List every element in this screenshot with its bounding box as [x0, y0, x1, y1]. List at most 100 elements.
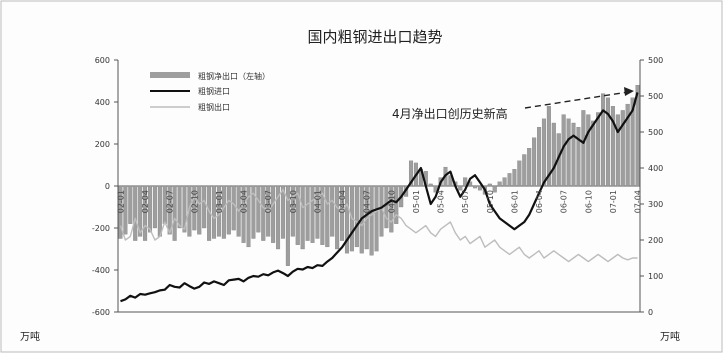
x-tick-label: 03-04 [240, 190, 249, 213]
x-tick-label: 06-01 [510, 190, 519, 213]
net-export-bar [290, 185, 295, 237]
net-export-bar [246, 185, 251, 248]
net-export-bar [497, 181, 502, 187]
net-export-bar [487, 183, 492, 187]
net-export-bar [226, 185, 231, 235]
right-tick-label: 400 [648, 164, 663, 173]
right-tick-label: 500 [648, 92, 663, 101]
net-export-bar [576, 127, 581, 187]
net-export-bar [537, 127, 542, 187]
net-export-bar [276, 185, 281, 250]
net-export-bar [522, 154, 527, 187]
x-tick-label: 02-07 [166, 190, 175, 213]
net-export-bar [615, 114, 620, 187]
net-export-bar [541, 118, 546, 187]
chart-title: 国内粗钢进出口趋势 [307, 28, 442, 46]
x-tick-label: 06-07 [560, 190, 569, 213]
net-export-bar [330, 185, 335, 237]
net-export-bar [192, 185, 197, 231]
net-export-bar [630, 97, 635, 187]
net-export-bar [517, 160, 522, 187]
net-export-bar [507, 173, 512, 187]
net-export-bar [458, 185, 463, 191]
net-export-bar [157, 185, 162, 237]
x-tick-label: 05-07 [461, 190, 470, 213]
net-export-bar [625, 103, 630, 187]
net-export-bar [231, 185, 236, 231]
net-export-bar [123, 185, 128, 235]
net-export-bar [473, 185, 478, 189]
x-tick-label: 02-10 [190, 190, 199, 213]
x-tick-label: 03-07 [264, 190, 273, 213]
net-export-bar [325, 185, 330, 248]
net-export-bar [202, 185, 207, 229]
left-tick-label: 0 [105, 182, 110, 191]
net-export-bar [428, 183, 433, 187]
net-export-bar [354, 185, 359, 248]
net-export-bar [532, 137, 537, 187]
net-export-bar [295, 185, 300, 245]
net-export-bar [586, 114, 591, 187]
x-tick-label: 02-04 [141, 190, 150, 213]
net-export-bar [128, 185, 133, 224]
x-tick-label: 05-01 [412, 190, 421, 213]
x-tick-label: 04-01 [313, 190, 322, 213]
net-export-bar [305, 185, 310, 241]
net-export-bar [182, 185, 187, 233]
net-export-bar [280, 185, 285, 239]
right-tick-label: 500 [648, 56, 663, 65]
right-axis-unit: 万吨 [660, 330, 680, 343]
x-tick-label: 03-10 [289, 190, 298, 213]
net-export-bar [335, 185, 340, 250]
right-tick-label: 200 [648, 236, 663, 245]
net-export-bar [221, 185, 226, 239]
left-tick-label: -600 [92, 308, 110, 317]
net-export-bar [502, 177, 507, 187]
net-export-bar [527, 148, 532, 187]
left-tick-label: 400 [95, 98, 110, 107]
net-export-bar [610, 106, 615, 187]
net-export-bar [394, 185, 399, 224]
x-tick-label: 04-10 [387, 190, 396, 213]
net-export-bar [187, 185, 192, 237]
x-tick-label: 05-04 [437, 190, 446, 213]
import-line [120, 92, 639, 303]
net-export-bar [177, 185, 182, 229]
x-tick-label: 06-10 [584, 190, 593, 213]
annotation-arrowhead [624, 87, 634, 96]
left-tick-label: 600 [95, 56, 110, 65]
net-export-bar [143, 185, 148, 241]
net-export-bar [408, 160, 414, 187]
net-export-bar [320, 185, 325, 245]
net-export-bar [369, 185, 374, 256]
net-export-bar [566, 118, 571, 187]
net-export-bar [300, 185, 305, 250]
net-export-bar [261, 185, 266, 241]
net-export-bar [256, 185, 261, 233]
right-tick-label: 0 [648, 308, 653, 317]
net-export-bar [172, 185, 177, 241]
net-export-bar [546, 106, 551, 187]
net-export-bar [147, 185, 153, 233]
net-export-bar [285, 185, 290, 266]
net-export-bar [374, 185, 379, 252]
net-export-bar [571, 122, 576, 187]
net-export-bar [551, 122, 556, 187]
net-export-bar [581, 110, 586, 187]
net-export-bar [133, 185, 138, 241]
x-tick-label: 05-10 [486, 190, 495, 213]
x-tick-label: 04-04 [338, 190, 347, 213]
net-export-bar [448, 175, 453, 187]
annotation-arrow [524, 91, 629, 109]
x-tick-label: 02-01 [116, 190, 125, 213]
net-export-bar [635, 85, 640, 187]
net-export-bar [384, 185, 389, 229]
x-tick-label: 03-01 [215, 190, 224, 213]
net-export-bar [477, 185, 482, 191]
left-tick-label: -400 [92, 266, 110, 275]
net-export-bar [212, 185, 217, 239]
annotation-text: 4月净出口创历史新高 [392, 106, 508, 121]
net-export-bar [251, 185, 256, 239]
